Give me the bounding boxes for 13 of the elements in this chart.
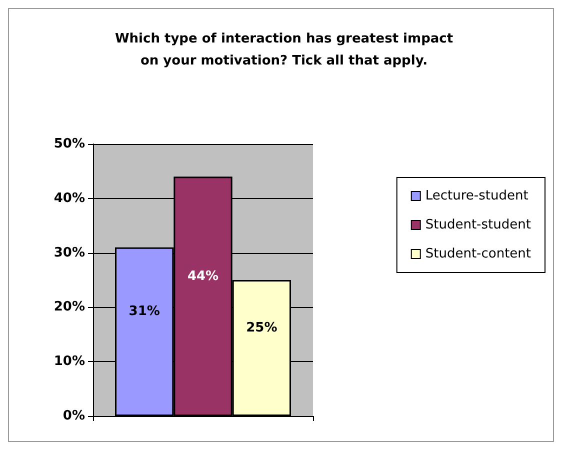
data-label: 31% (128, 304, 160, 320)
y-tick-label: 10% (54, 354, 85, 370)
chart-title: Which type of interaction has greatest impact on your motivation? Tick all that apply. (114, 32, 454, 68)
y-tick-label: 50% (54, 136, 85, 152)
data-label: 25% (246, 320, 278, 336)
y-tick-label: 30% (54, 245, 85, 260)
legend-label: Student-content (425, 246, 532, 262)
legend-label: Lecture-student (425, 188, 528, 204)
legend-label: Student-student (425, 218, 531, 232)
y-tick-label: 20% (54, 300, 85, 315)
y-tick-label: 0% (62, 408, 85, 424)
y-tick-label: 40% (54, 190, 85, 206)
data-label: 44% (187, 268, 219, 284)
